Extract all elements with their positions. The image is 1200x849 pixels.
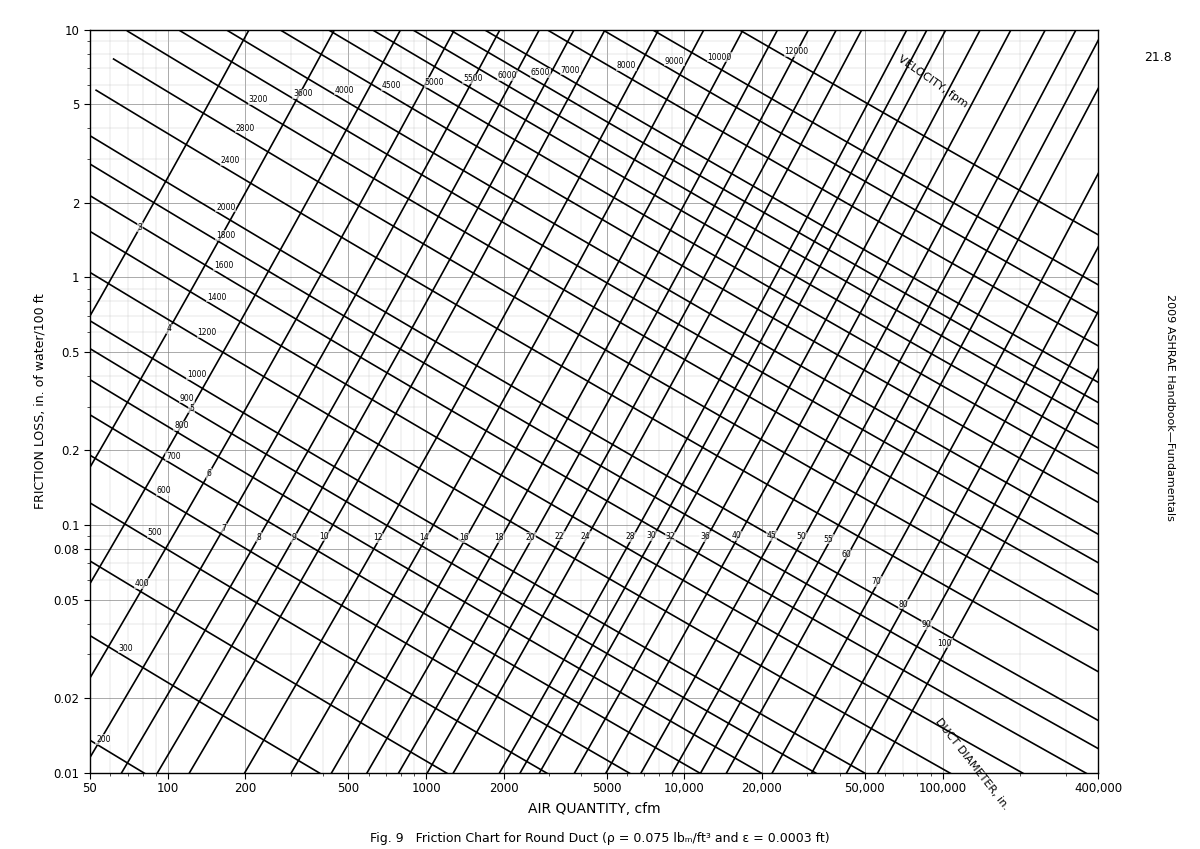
Text: 18: 18 [494, 533, 504, 543]
Text: 45: 45 [767, 531, 776, 540]
Text: 60: 60 [841, 549, 851, 559]
Text: 20: 20 [526, 533, 535, 542]
Text: 1400: 1400 [206, 293, 226, 301]
Text: 22: 22 [554, 531, 564, 541]
Text: 9000: 9000 [665, 57, 684, 66]
Text: 80: 80 [899, 599, 908, 609]
Text: 6000: 6000 [498, 71, 517, 80]
Text: 4500: 4500 [382, 82, 401, 90]
Text: 55: 55 [823, 535, 833, 543]
Text: 14: 14 [420, 532, 430, 542]
Text: 70: 70 [871, 577, 881, 586]
Text: 6: 6 [206, 469, 211, 478]
Text: 8000: 8000 [617, 61, 636, 70]
Text: 7000: 7000 [560, 65, 581, 75]
Text: 3200: 3200 [248, 95, 268, 104]
Text: 1800: 1800 [216, 231, 235, 240]
Text: 8: 8 [257, 532, 262, 542]
Text: 24: 24 [581, 531, 590, 541]
Text: 7: 7 [222, 524, 227, 532]
Y-axis label: FRICTION LOSS, in. of water/100 ft: FRICTION LOSS, in. of water/100 ft [34, 293, 47, 509]
Text: 1200: 1200 [198, 328, 217, 337]
Text: 16: 16 [460, 533, 469, 542]
Text: 28: 28 [626, 532, 635, 542]
Text: 36: 36 [700, 532, 710, 541]
Text: 2800: 2800 [236, 124, 256, 132]
Text: 12: 12 [373, 533, 383, 543]
Text: 2009 ASHRAE Handbook—Fundamentals: 2009 ASHRAE Handbook—Fundamentals [1165, 294, 1175, 521]
Text: VELOCITY, fpm: VELOCITY, fpm [896, 54, 970, 110]
Text: 5500: 5500 [463, 75, 482, 83]
Text: 700: 700 [166, 452, 181, 461]
Text: 600: 600 [157, 486, 172, 496]
Text: 90: 90 [922, 621, 931, 629]
Text: 900: 900 [180, 394, 194, 402]
Text: Fig. 9   Friction Chart for Round Duct (ρ = 0.075 lbₘ/ft³ and ε = 0.0003 ft): Fig. 9 Friction Chart for Round Duct (ρ … [370, 832, 830, 845]
Text: 10: 10 [319, 531, 329, 541]
Text: 6500: 6500 [530, 68, 550, 77]
Text: 4000: 4000 [335, 86, 354, 95]
Text: 50: 50 [797, 532, 806, 542]
Text: 21.8: 21.8 [1144, 51, 1172, 64]
Text: 400: 400 [134, 579, 149, 588]
Text: 5000: 5000 [425, 78, 444, 87]
Text: 10000: 10000 [708, 53, 732, 62]
Text: 3: 3 [138, 222, 143, 232]
Text: 100: 100 [937, 638, 952, 648]
Text: 30: 30 [647, 531, 656, 540]
Text: 5: 5 [190, 403, 194, 413]
Text: 3600: 3600 [293, 89, 312, 98]
Text: 1000: 1000 [187, 370, 206, 380]
Text: 200: 200 [96, 735, 110, 744]
Text: 1600: 1600 [214, 261, 233, 270]
Text: 40: 40 [732, 531, 742, 540]
X-axis label: AIR QUANTITY, cfm: AIR QUANTITY, cfm [528, 802, 660, 816]
Text: 2000: 2000 [216, 203, 235, 211]
Text: 32: 32 [665, 532, 674, 541]
Text: DUCT DIAMETER, in.: DUCT DIAMETER, in. [934, 717, 1010, 812]
Text: 800: 800 [174, 421, 188, 430]
Text: 500: 500 [148, 528, 162, 537]
Text: 2400: 2400 [221, 156, 240, 166]
Text: 300: 300 [119, 644, 133, 653]
Text: 4: 4 [167, 324, 172, 334]
Text: 12000: 12000 [785, 47, 809, 56]
Text: 9: 9 [292, 533, 296, 543]
